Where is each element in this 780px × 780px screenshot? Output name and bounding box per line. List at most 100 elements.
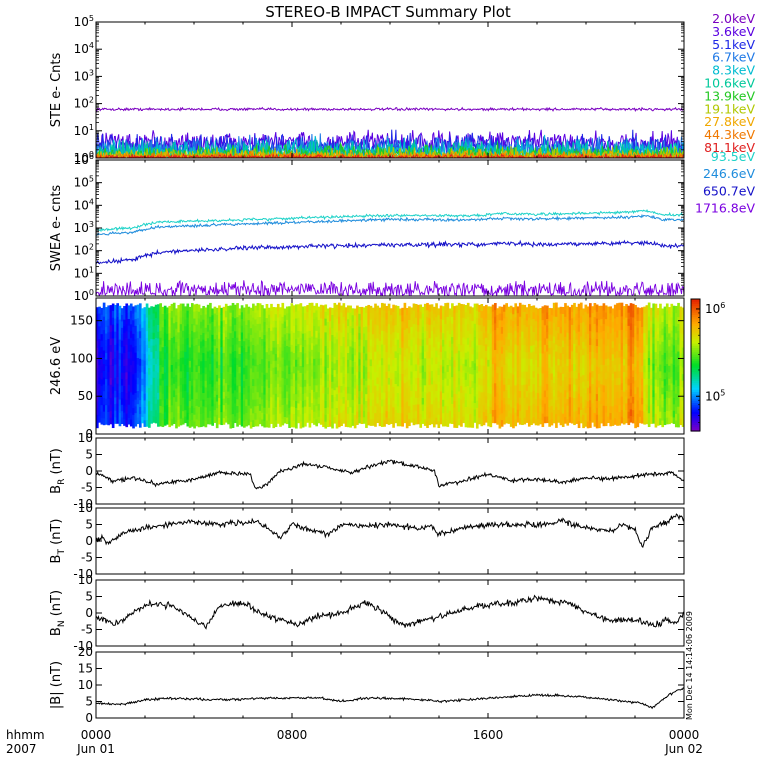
br-ytick-2: 0	[85, 464, 93, 478]
swea-ytick-0: 100	[74, 288, 94, 303]
colorbar: 105 106	[690, 298, 725, 432]
x-tick-time-0: 0000	[81, 728, 112, 742]
bt-ytick-2: 0	[85, 534, 93, 548]
swea-ytick-2: 102	[74, 243, 94, 258]
br-frame	[95, 437, 685, 505]
ste-ytick-0: 100	[74, 150, 94, 165]
x-row-label-time: hhmm	[6, 728, 45, 742]
bmag-ytick-0: 0	[85, 711, 93, 725]
bn-ytick-1: -5	[81, 623, 93, 637]
x-tick-date-0: Jun 01	[76, 742, 115, 756]
bn-ytick-3: 5	[85, 590, 93, 604]
ste-legend-9: 44.3keV	[704, 127, 755, 142]
swea-series-650-7ev	[96, 239, 684, 265]
ste-legend-3: 6.7keV	[712, 50, 755, 65]
bt-ytick-0: -10	[73, 567, 93, 581]
swea-legend-3: 1716.8eV	[695, 201, 755, 216]
swea-ylabel: SWEA e- cnts	[49, 185, 64, 272]
ste-legend-4: 8.3keV	[712, 63, 755, 78]
x-tick-time-2: 1600	[473, 728, 504, 742]
ste-panel: 100 101 102 103 104 105 STE e- Cnts 2.0keV3.6ke…	[49, 11, 755, 165]
swea-legend-0: 93.5eV	[711, 149, 756, 164]
bn-ytick-4: 10	[78, 573, 93, 587]
bmag-ytick-1: 5	[85, 695, 93, 709]
pad-ytick-2: 100	[70, 351, 93, 365]
swea-ytick-5: 105	[74, 175, 94, 190]
br-panel: -10 -5 0 5 10 BR (nT)	[49, 431, 685, 511]
bn-panel: -10 -5 0 5 10 BN (nT)	[49, 573, 685, 653]
br-ytick-4: 10	[78, 431, 93, 445]
bmag-data	[96, 687, 684, 710]
ste-legend-6: 13.9keV	[704, 88, 755, 103]
br-ytick-0: -10	[73, 497, 93, 511]
bt-ytick-1: -5	[81, 551, 93, 565]
bmag-ytick-3: 15	[78, 662, 93, 676]
colorbar-tick-0: 105	[705, 388, 725, 403]
pad-data	[96, 302, 684, 429]
swea-panel: 100 101 102 103 104 105 106 SWEA e- cnts 93.5eV 2…	[49, 149, 755, 303]
br-ylabel: BR (nT)	[49, 448, 67, 494]
swea-series-246-6ev	[96, 213, 684, 236]
swea-series-93-5ev	[96, 208, 684, 233]
bmag-ytick-4: 20	[78, 645, 93, 659]
bn-data	[96, 594, 684, 630]
br-series-0	[96, 459, 684, 490]
bn-ytick-2: 0	[85, 606, 93, 620]
colorbar-frame	[690, 298, 701, 432]
bt-panel: -10 -5 0 5 10 BT (nT)	[49, 501, 685, 581]
plot-title: STEREO-B IMPACT Summary Plot	[265, 3, 511, 21]
ste-legend-8: 27.8keV	[704, 114, 755, 129]
ste-legend-2: 5.1keV	[712, 37, 755, 52]
bmag-ylabel: |B| (nT)	[49, 661, 64, 709]
bmag-frame	[95, 651, 685, 719]
swea-ytick-4: 104	[74, 197, 94, 212]
br-ytick-3: 5	[85, 448, 93, 462]
swea-legend-2: 650.7eV	[703, 183, 755, 198]
pad-ytick-1: 50	[78, 389, 93, 403]
x-tick-time-3: 0000	[669, 728, 700, 742]
ste-legend-5: 10.6keV	[704, 76, 755, 91]
swea-frame	[95, 159, 685, 297]
ste-ytick-2: 102	[74, 96, 94, 111]
bt-ytick-4: 10	[78, 501, 93, 515]
ste-ytick-3: 103	[74, 68, 94, 83]
bmag-series-0	[96, 687, 684, 710]
ste-legend-10: 81.1keV	[704, 140, 755, 155]
bt-ylabel: BT (nT)	[49, 519, 67, 564]
pad-ytick-3: 150	[70, 314, 93, 328]
pad-ylabel: 246.6 eV	[49, 337, 64, 395]
ste-ytick-5: 105	[74, 14, 94, 29]
ste-data	[96, 106, 684, 158]
swea-ytick-1: 101	[74, 265, 94, 280]
bt-frame	[95, 507, 685, 575]
ste-legend-0: 2.0keV	[712, 11, 755, 26]
ste-series-2-0kev	[96, 106, 684, 113]
x-tick-time-1: 0800	[277, 728, 308, 742]
br-ytick-1: -5	[81, 481, 93, 495]
timestamp-note: Mon Dec 14 14:14:06 2009	[685, 611, 694, 720]
bt-data	[96, 513, 684, 548]
pad-ytick-0: 0	[85, 427, 93, 441]
swea-ytick-3: 103	[74, 220, 94, 235]
x-tick-date-3: Jun 02	[664, 742, 703, 756]
swea-data	[96, 208, 684, 296]
swea-legend-1: 246.6eV	[703, 166, 755, 181]
bt-series-0	[96, 513, 684, 548]
colorbar-tick-1: 106	[705, 301, 725, 316]
bt-ytick-3: 5	[85, 518, 93, 532]
bmag-ytick-2: 10	[78, 678, 93, 692]
bn-ytick-0: -10	[73, 639, 93, 653]
pad-panel: 0 50 100 150 246.6 eV	[49, 297, 685, 441]
ste-ylabel: STE e- Cnts	[49, 52, 64, 127]
x-row-label-year: 2007	[6, 742, 37, 756]
bn-ylabel: BN (nT)	[49, 590, 67, 636]
ste-ytick-4: 104	[74, 41, 94, 56]
bn-series-0	[96, 594, 684, 630]
bmag-panel: 0 5 10 15 20 |B| (nT)	[49, 645, 685, 725]
swea-ytick-6: 106	[74, 152, 94, 167]
ste-ytick-1: 101	[74, 123, 94, 138]
ste-legend-1: 3.6keV	[712, 24, 755, 39]
